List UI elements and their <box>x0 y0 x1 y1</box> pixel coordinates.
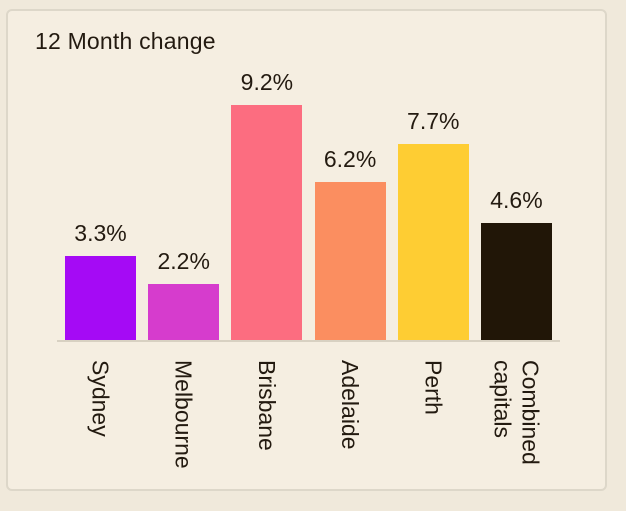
bar-column: 3.3% <box>65 219 136 340</box>
bar-value-label: 6.2% <box>323 145 377 172</box>
bar-combined <box>480 223 552 340</box>
bar-column: 7.7% <box>397 107 469 340</box>
bars-row: 3.3% 2.2% 9.2% 6.2% 7.7% 4.6% <box>57 69 560 340</box>
bar-chart: 3.3% 2.2% 9.2% 6.2% 7.7% 4.6% Sydney Mel… <box>57 69 560 482</box>
bar-value-label: 7.7% <box>407 107 460 134</box>
x-axis-label: Adelaide <box>337 360 364 450</box>
bar-melbourne <box>148 284 220 340</box>
chart-card: 12 Month change 3.3% 2.2% 9.2% 6.2% 7.7%… <box>6 9 607 491</box>
x-axis-line <box>57 340 560 342</box>
bar-adelaide <box>314 182 386 340</box>
bar-brisbane <box>231 105 303 340</box>
bar-column: 6.2% <box>314 145 386 340</box>
bar-value-label: 9.2% <box>240 68 294 95</box>
x-axis-label: Combined capitals <box>489 360 544 465</box>
x-axis-label-cell: Perth <box>398 360 469 482</box>
bar-column: 2.2% <box>148 247 220 340</box>
x-axis-label: Perth <box>420 360 447 415</box>
bar-value-label: 3.3% <box>74 219 127 246</box>
x-axis-label: Brisbane <box>253 360 280 451</box>
bar-value-label: 2.2% <box>157 247 210 274</box>
x-axis-label: Sydney <box>87 360 114 437</box>
x-axis-label-cell: Brisbane <box>231 360 302 482</box>
bar-value-label: 4.6% <box>490 186 543 213</box>
chart-title: 12 Month change <box>35 28 216 54</box>
x-axis-labels: Sydney Melbourne Brisbane Adelaide Perth… <box>57 360 560 482</box>
x-axis-label-cell: Sydney <box>65 360 136 482</box>
x-axis-label-cell: Melbourne <box>148 360 219 482</box>
bar-column: 9.2% <box>231 68 303 340</box>
x-axis-label: Melbourne <box>170 360 197 469</box>
bar-perth <box>397 144 469 340</box>
bar-column: 4.6% <box>480 186 552 340</box>
x-axis-label-cell: Adelaide <box>315 360 386 482</box>
bar-sydney <box>65 256 136 340</box>
x-axis-label-cell: Combined capitals <box>481 360 552 482</box>
